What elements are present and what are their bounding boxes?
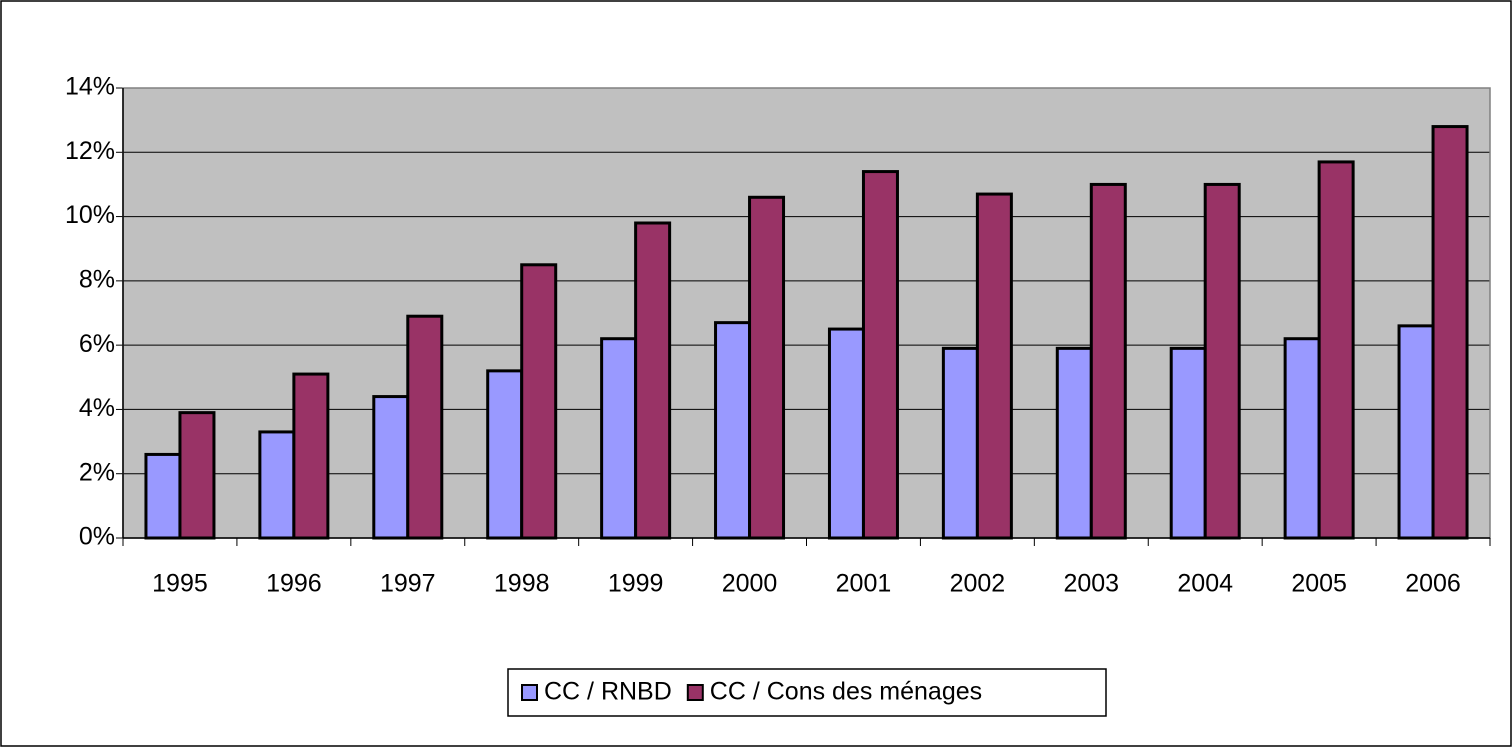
x-tick-label: 2003 [1063, 570, 1119, 598]
legend-swatch [521, 684, 538, 701]
legend-label: CC / RNBD [544, 678, 672, 706]
bar [1169, 346, 1207, 540]
bar [258, 430, 296, 540]
bar [1203, 182, 1241, 540]
y-tick-label: 6% [79, 330, 115, 358]
x-tick-label: 2001 [836, 570, 892, 598]
x-tick-label: 1999 [608, 570, 664, 598]
bar [941, 346, 979, 540]
x-tick-label: 1998 [494, 570, 550, 598]
bar [634, 221, 672, 540]
y-tick-label: 0% [79, 523, 115, 551]
bar [748, 195, 786, 540]
bar [975, 192, 1013, 540]
y-tick-label: 10% [65, 201, 115, 229]
bar [1283, 337, 1321, 540]
legend-box [507, 668, 1107, 717]
bar [406, 314, 444, 540]
bar [292, 372, 330, 540]
x-tick-label: 1997 [380, 570, 436, 598]
bar [372, 395, 410, 540]
bar [1089, 182, 1127, 540]
y-tick-label: 8% [79, 265, 115, 293]
x-tick-label: 2006 [1405, 570, 1461, 598]
plot-area [123, 88, 1490, 538]
x-tick-label: 2005 [1291, 570, 1347, 598]
bar [486, 369, 524, 540]
y-tick-label: 14% [65, 73, 115, 101]
bar [827, 327, 865, 540]
x-tick-label: 1995 [152, 570, 208, 598]
x-tick-label: 2000 [722, 570, 778, 598]
legend-swatch [686, 684, 704, 701]
bar [520, 263, 558, 540]
x-tick-label: 2004 [1177, 570, 1233, 598]
bar [1317, 160, 1355, 540]
bar [144, 452, 182, 540]
x-tick-label: 2002 [950, 570, 1006, 598]
bar [600, 337, 638, 540]
y-tick-label: 4% [79, 394, 115, 422]
x-tick-label: 1996 [266, 570, 322, 598]
bar [861, 170, 899, 540]
bar [178, 411, 216, 540]
bar [1397, 324, 1435, 540]
bar [714, 321, 752, 540]
bar [1431, 125, 1469, 540]
legend-label: CC / Cons des ménages [710, 678, 982, 706]
y-tick-label: 2% [79, 458, 115, 486]
y-tick-label: 12% [65, 137, 115, 165]
bar [1055, 346, 1093, 540]
